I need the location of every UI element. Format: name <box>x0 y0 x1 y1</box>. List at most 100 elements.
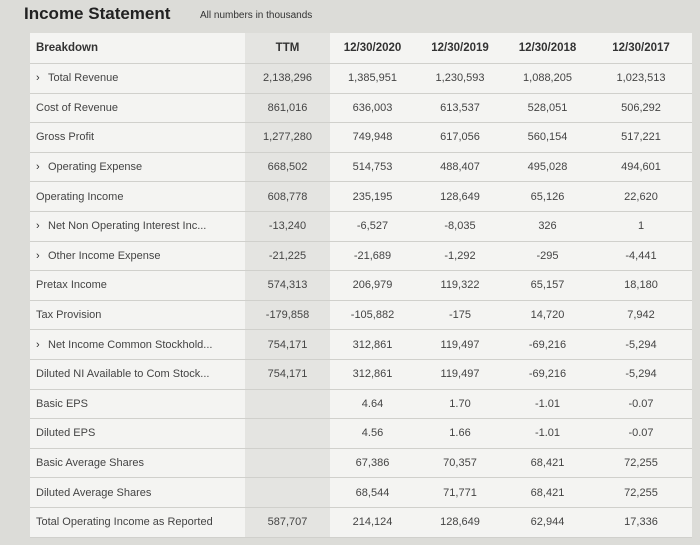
title: Income Statement <box>24 4 171 23</box>
cell-value: 67,386 <box>355 457 390 470</box>
table-row[interactable]: › Net Income Common Stockhold... 754,171 31… <box>30 329 692 360</box>
cell-value: 18,180 <box>624 279 658 292</box>
table-row: Basic EPS 4.64 1.70 -1.01 -0.07 <box>30 389 692 420</box>
cell-value: 1,023,513 <box>616 72 666 85</box>
cell-value: -69,216 <box>528 338 567 351</box>
cell: 119,497 <box>415 329 505 360</box>
cell: 1,088,205 <box>505 63 590 94</box>
table-row[interactable]: › Net Non Operating Interest Inc... -13,24… <box>30 211 692 242</box>
expand-chevron[interactable]: › <box>36 338 40 351</box>
row-label-text: Operating Expense <box>48 161 143 174</box>
column-header: 12/30/2018 <box>505 33 590 64</box>
row-label-text: Net Income Common Stockhold... <box>48 338 213 351</box>
cell-value: 754,171 <box>267 338 308 351</box>
cell-value: -5,294 <box>625 368 657 381</box>
cell-value: 1.66 <box>449 427 471 440</box>
cell <box>245 448 330 479</box>
cell-value: 494,601 <box>621 161 661 174</box>
table-row[interactable]: › Total Revenue 2,138,296 1,385,951 1,230,59… <box>30 63 692 94</box>
cell-value: 68,544 <box>355 486 390 499</box>
column-header: 12/30/2019 <box>415 33 505 64</box>
cell-value: -4,441 <box>625 249 657 262</box>
row-label-text: Net Non Operating Interest Inc... <box>48 220 207 233</box>
cell-value: -175 <box>448 309 472 322</box>
cell: -13,240 <box>245 211 330 242</box>
cell-value: 617,056 <box>440 131 480 144</box>
cell: 587,707 <box>245 507 330 538</box>
cell: 2,138,296 <box>245 63 330 94</box>
cell: -0.07 <box>590 389 692 420</box>
cell: 574,313 <box>245 270 330 301</box>
row-label: Cost of Revenue <box>30 93 245 124</box>
cell: 62,944 <box>505 507 590 538</box>
cell: -8,035 <box>415 211 505 242</box>
expand-chevron[interactable]: › <box>36 72 40 85</box>
cell-value: 749,948 <box>352 131 393 144</box>
cell-value: 312,861 <box>352 338 393 351</box>
cell-value: 119,322 <box>440 279 480 292</box>
cell: 617,056 <box>415 122 505 153</box>
cell: 1.66 <box>415 418 505 449</box>
cell-value: 312,861 <box>352 368 393 381</box>
row-label-text: Gross Profit <box>36 131 95 144</box>
cell-value: 128,649 <box>440 516 480 529</box>
cell-value: -105,882 <box>350 309 395 322</box>
cell-value: 514,753 <box>352 161 393 174</box>
header-row: Breakdown TTM 12/30/2020 12/30/2019 12/30/20… <box>30 33 692 64</box>
cell: 608,778 <box>245 181 330 212</box>
cell: 749,948 <box>330 122 415 153</box>
cell: 506,292 <box>590 93 692 124</box>
cell-value: -1,292 <box>444 249 476 262</box>
cell-value: 22,620 <box>624 190 658 203</box>
row-label-text: Total Revenue <box>48 72 119 85</box>
cell: 72,255 <box>590 448 692 479</box>
cell: 1,023,513 <box>590 63 692 94</box>
cell: 668,502 <box>245 152 330 183</box>
cell: 488,407 <box>415 152 505 183</box>
cell-value: 71,771 <box>443 486 477 499</box>
table-row: Tax Provision -179,858 -105,882 -175 14,720 7… <box>30 300 692 331</box>
cell-value: 1,088,205 <box>523 72 572 85</box>
cell: 560,154 <box>505 122 590 153</box>
table-row: Diluted NI Available to Com Stock... 754,… <box>30 359 692 390</box>
cell-value: -8,035 <box>444 220 476 233</box>
expand-chevron[interactable]: › <box>36 249 40 262</box>
expand-chevron[interactable]: › <box>36 161 40 174</box>
cell: 17,336 <box>590 507 692 538</box>
cell-value: 119,497 <box>440 338 480 351</box>
cell-value: 72,255 <box>624 486 658 499</box>
cell-value: 613,537 <box>440 101 480 114</box>
cell-value: 4.56 <box>361 427 384 440</box>
table-row: Diluted Average Shares 68,544 71,771 68,421… <box>30 477 692 508</box>
row-label-text: Diluted Average Shares <box>36 486 152 499</box>
cell: 494,601 <box>590 152 692 183</box>
cell: -5,294 <box>590 329 692 360</box>
note: All numbers in thousands <box>200 10 313 21</box>
cell-value: 1,277,280 <box>263 131 312 144</box>
cell: 312,861 <box>330 359 415 390</box>
cell: 1,230,593 <box>415 63 505 94</box>
cell-value: 1,230,593 <box>435 72 485 85</box>
cell-value: 128,649 <box>440 190 480 203</box>
row-label: Diluted EPS <box>30 418 245 449</box>
cell-value: -0.07 <box>628 397 654 410</box>
row-label: Operating Income <box>30 181 245 212</box>
cell: 72,255 <box>590 477 692 508</box>
row-label: Total Operating Income as Reported <box>30 507 245 538</box>
cell-value: 65,157 <box>530 279 565 292</box>
row-label-text: Cost of Revenue <box>36 101 118 114</box>
cell-value: -179,858 <box>265 309 310 322</box>
table-row[interactable]: › Other Income Expense -21,225 -21,689 -1,29… <box>30 241 692 272</box>
table-row[interactable]: › Operating Expense 668,502 514,753 488,407 4… <box>30 152 692 183</box>
cell-value: 206,979 <box>352 279 393 292</box>
cell-value: 214,124 <box>352 516 393 529</box>
cell: -69,216 <box>505 329 590 360</box>
cell: 67,386 <box>330 448 415 479</box>
row-label: › Other Income Expense <box>30 241 245 272</box>
cell-value: 7,942 <box>627 309 655 322</box>
cell: 312,861 <box>330 329 415 360</box>
cell: 71,771 <box>415 477 505 508</box>
cell: 214,124 <box>330 507 415 538</box>
row-label: › Net Income Common Stockhold... <box>30 329 245 360</box>
expand-chevron[interactable]: › <box>36 220 40 233</box>
